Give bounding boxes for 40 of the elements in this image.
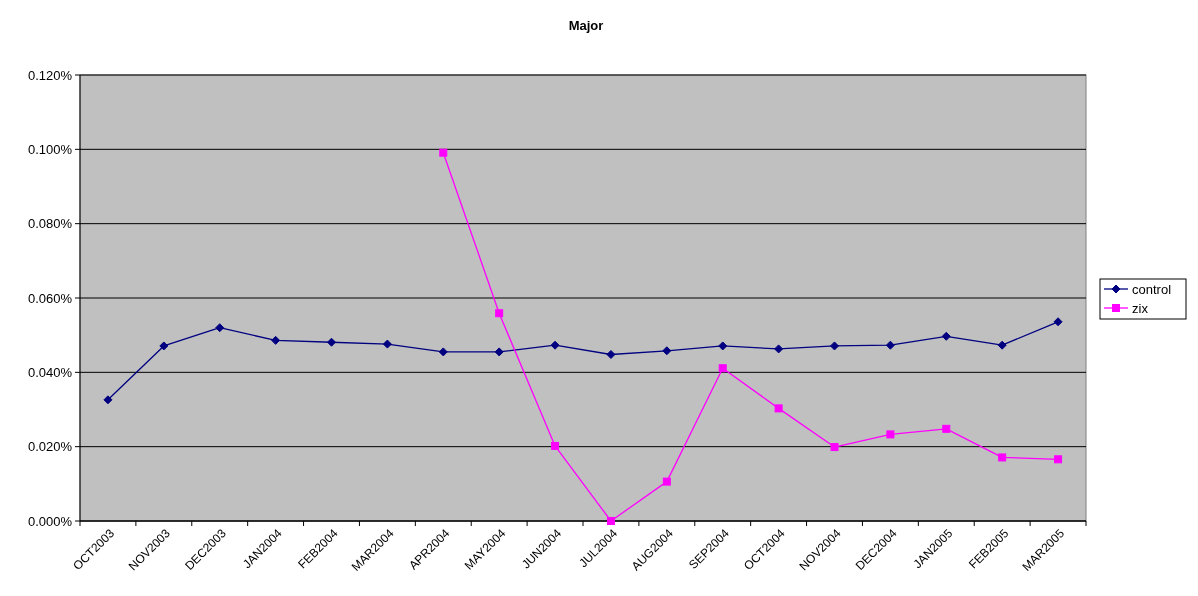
- point: [774, 404, 783, 413]
- point: [718, 364, 727, 373]
- point: [439, 148, 448, 157]
- point: [886, 430, 895, 439]
- point: [215, 323, 225, 333]
- point: [159, 341, 169, 351]
- y-tick-label: 0.120%: [27, 67, 73, 83]
- point: [438, 347, 448, 357]
- point: [662, 477, 671, 486]
- point: [774, 344, 784, 354]
- point: [550, 340, 560, 350]
- point: [1053, 317, 1063, 327]
- y-tick-label: 0.040%: [27, 364, 73, 380]
- point: [606, 517, 615, 525]
- point: [327, 337, 336, 347]
- point: [103, 395, 113, 405]
- chart-title: Major: [568, 18, 604, 33]
- y-tick-label: 0.060%: [27, 290, 73, 306]
- point: [495, 309, 504, 318]
- point: [271, 335, 281, 345]
- point: [942, 424, 951, 433]
- y-tick-label: 0.080%: [27, 216, 73, 232]
- y-tick-label: 0.000%: [27, 513, 73, 529]
- point: [998, 453, 1007, 462]
- point: [830, 443, 839, 452]
- legend-label: control: [1132, 281, 1172, 297]
- legend-label: zix: [1132, 300, 1149, 316]
- point: [1054, 455, 1063, 464]
- point: [830, 341, 839, 351]
- point: [941, 331, 951, 341]
- point: [718, 341, 728, 351]
- point: [885, 340, 895, 350]
- y-tick-label: 0.020%: [27, 439, 73, 455]
- point: [662, 346, 672, 356]
- point: [494, 347, 504, 357]
- y-tick-label: 0.100%: [27, 141, 73, 157]
- point: [382, 339, 392, 349]
- point: [551, 441, 560, 450]
- point: [606, 349, 616, 359]
- point: [997, 340, 1007, 350]
